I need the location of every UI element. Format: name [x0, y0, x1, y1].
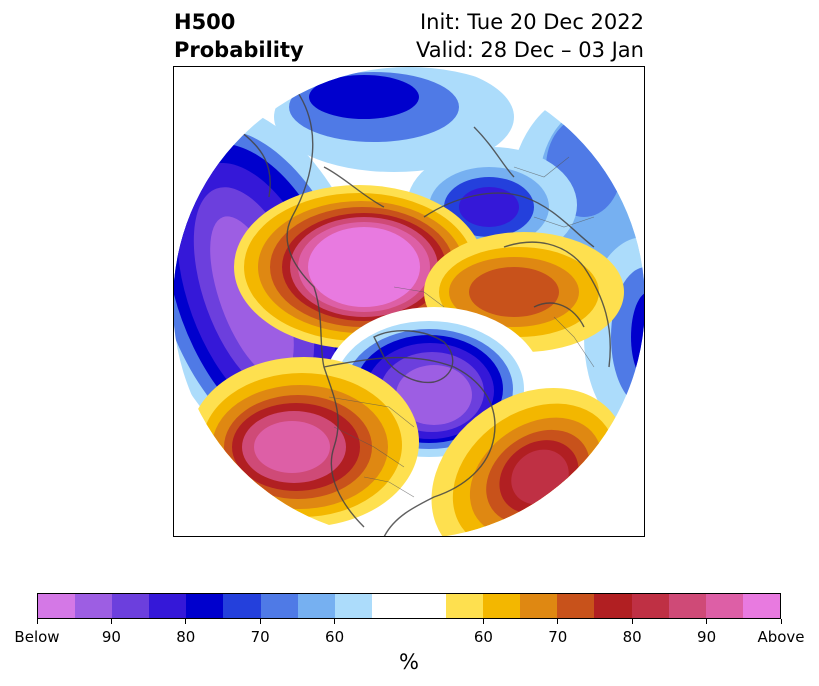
- colorbar-segment: [75, 594, 113, 618]
- political-borders: [328, 156, 595, 498]
- init-time: Init: Tue 20 Dec 2022: [419, 10, 644, 34]
- region-central-asia-low: [407, 147, 577, 263]
- colorbar-tick-label: Above: [757, 628, 805, 646]
- colorbar-segment: [557, 594, 595, 618]
- colorbar-tick-mark: [259, 619, 261, 624]
- colorbar-segment: [742, 594, 780, 618]
- colorbar-tick-mark: [706, 619, 708, 624]
- colorbar-segment: [705, 594, 743, 618]
- region-arctic-high: [234, 185, 484, 349]
- colorbar-tick-mark: [780, 619, 782, 624]
- colorbar-tick-mark: [36, 619, 38, 624]
- colorbar-tick-label: 60: [473, 628, 493, 646]
- colorbar-segment: [186, 594, 224, 618]
- chart-title-left: H500 Probability: [174, 8, 304, 64]
- colorbar-tick-label: 70: [250, 628, 270, 646]
- region-alaska-bering-low: [274, 67, 514, 172]
- colorbar-tick-mark: [631, 619, 633, 624]
- colorbar-segment: [334, 594, 372, 618]
- colorbar-segment: [520, 594, 558, 618]
- colorbar-tick-mark: [110, 619, 112, 624]
- colorbar-segment: [408, 594, 447, 618]
- colorbar-tick-label: 80: [622, 628, 642, 646]
- colorbar-tick-label: 90: [101, 628, 121, 646]
- colorbar-segment: [631, 594, 669, 618]
- colorbar-unit-label: %: [399, 650, 419, 674]
- title-variable: H500: [174, 10, 236, 34]
- title-product: Probability: [174, 38, 304, 62]
- colorbar-tick-label: 60: [325, 628, 345, 646]
- colorbar-tick-mark: [482, 619, 484, 624]
- colorbar-tick-mark: [557, 619, 559, 624]
- valid-period: Valid: 28 Dec – 03 Jan: [415, 38, 644, 62]
- colorbar-tick-label: Below: [14, 628, 60, 646]
- colorbar-segment: [297, 594, 335, 618]
- colorbar-segment: [38, 594, 76, 618]
- colorbar-tick-mark: [334, 619, 336, 624]
- map-panel: [173, 66, 645, 537]
- probability-map: [174, 67, 644, 536]
- colorbar-tick-label: 70: [548, 628, 568, 646]
- colorbar-segment: [483, 594, 521, 618]
- region-western-us-high: [189, 357, 419, 527]
- colorbar-segment: [668, 594, 706, 618]
- colorbar-segment: [594, 594, 632, 618]
- colorbar-segment: [371, 594, 409, 618]
- colorbar-tick-mark: [185, 619, 187, 624]
- colorbar-tick-label: 90: [697, 628, 717, 646]
- colorbar: [37, 593, 781, 619]
- colorbar-segment: [446, 594, 484, 618]
- colorbar-segment: [260, 594, 298, 618]
- colorbar-tick-label: 80: [176, 628, 196, 646]
- colorbar-segment: [149, 594, 187, 618]
- colorbar-segment: [112, 594, 150, 618]
- colorbar-segment: [223, 594, 261, 618]
- chart-title-right: Init: Tue 20 Dec 2022 Valid: 28 Dec – 03…: [416, 8, 644, 64]
